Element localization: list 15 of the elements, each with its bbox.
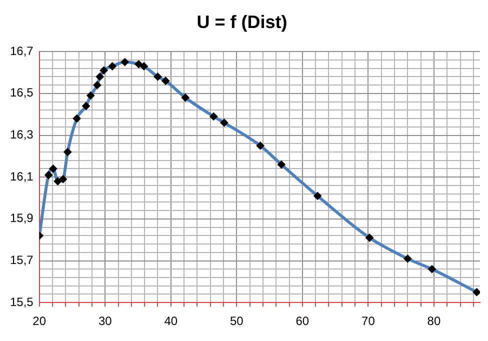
x-tick-label: 40 [164,314,178,328]
x-tick-label: 20 [32,314,46,328]
x-tick-label: 70 [362,314,376,328]
y-tick-label: 15,9 [10,211,34,226]
y-tick-label: 16,7 [10,44,34,58]
chart-title: U = f (Dist) [196,12,288,32]
y-tick-label: 16,1 [10,169,34,184]
y-tick-label: 16,5 [10,86,34,100]
y-tick-label: 15,7 [10,253,34,268]
x-tick-label: 60 [296,314,310,328]
x-tick-label: 80 [427,314,441,328]
y-tick-label: 15,5 [10,294,34,309]
y-tick-label: 16,3 [10,128,34,142]
x-tick-label: 30 [98,314,112,328]
x-tick-label: 50 [230,314,244,328]
